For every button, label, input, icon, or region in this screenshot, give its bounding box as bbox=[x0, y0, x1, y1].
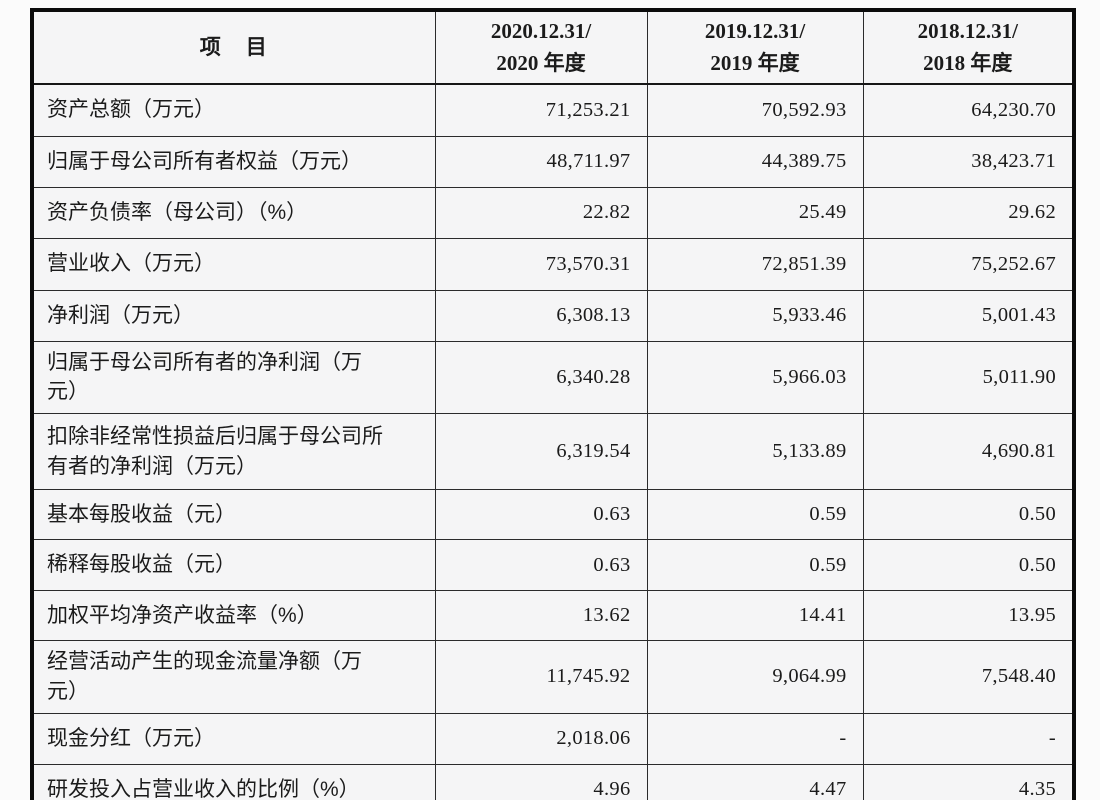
row-label: 研发投入占营业收入的比例（%） bbox=[31, 763, 436, 800]
table-row-rd-ratio: 研发投入占营业收入的比例（%） 4.96 4.47 4.35 bbox=[31, 763, 1075, 800]
value-2019: 5,933.46 bbox=[646, 289, 864, 342]
value-2020: 2,018.06 bbox=[434, 712, 648, 765]
header-period-2020-year: 2020 年度 bbox=[496, 50, 586, 75]
row-label: 经营活动产生的现金流量净额（万元） bbox=[31, 640, 436, 714]
table-row-parent-net-profit: 归属于母公司所有者的净利润（万元） 6,340.28 5,966.03 5,01… bbox=[31, 340, 1075, 415]
value-2018: 29.62 bbox=[862, 186, 1075, 239]
row-label: 资产负债率（母公司）（%） bbox=[31, 186, 436, 239]
table-row-revenue: 营业收入（万元） 73,570.31 72,851.39 75,252.67 bbox=[31, 237, 1075, 291]
row-label: 资产总额（万元） bbox=[31, 83, 436, 137]
header-period-2019-year: 2019 年度 bbox=[710, 50, 800, 75]
table-row-basic-eps: 基本每股收益（元） 0.63 0.59 0.50 bbox=[31, 489, 1075, 541]
value-2018: 13.95 bbox=[862, 590, 1075, 642]
header-period-2019-date: 2019.12.31/ bbox=[704, 19, 806, 43]
header-period-2018: 2018.12.31/ 2018 年度 bbox=[862, 9, 1075, 85]
header-period-2020-date: 2020.12.31/ bbox=[490, 19, 592, 43]
table-row-total-assets: 资产总额（万元） 71,253.21 70,592.93 64,230.70 bbox=[31, 83, 1075, 137]
value-2020: 6,340.28 bbox=[434, 340, 648, 415]
value-2018: - bbox=[862, 712, 1075, 765]
table-row-cash-dividend: 现金分红（万元） 2,018.06 - - bbox=[31, 712, 1075, 765]
header-period-2020: 2020.12.31/ 2020 年度 bbox=[434, 9, 648, 85]
value-2019: 44,389.75 bbox=[646, 135, 864, 188]
value-2020: 11,745.92 bbox=[434, 640, 648, 714]
header-period-2018-year: 2018 年度 bbox=[923, 50, 1013, 75]
value-2018: 5,001.43 bbox=[862, 289, 1075, 342]
value-2020: 22.82 bbox=[434, 186, 648, 239]
value-2018: 38,423.71 bbox=[862, 135, 1075, 188]
value-2018: 4.35 bbox=[862, 763, 1075, 800]
row-label: 扣除非经常性损益后归属于母公司所有者的净利润（万元） bbox=[31, 413, 436, 491]
value-2019: 5,966.03 bbox=[646, 340, 864, 415]
row-label: 现金分红（万元） bbox=[31, 712, 436, 765]
value-2018: 64,230.70 bbox=[862, 83, 1075, 137]
table-row-operating-cashflow: 经营活动产生的现金流量净额（万元） 11,745.92 9,064.99 7,5… bbox=[31, 640, 1075, 714]
financial-summary-table: 项 目 2020.12.31/ 2020 年度 2019.12.31/ 2019… bbox=[30, 8, 1076, 800]
value-2019: 0.59 bbox=[646, 489, 864, 541]
value-2018: 4,690.81 bbox=[862, 413, 1075, 491]
row-label: 营业收入（万元） bbox=[31, 237, 436, 291]
value-2019: 4.47 bbox=[646, 763, 864, 800]
value-2019: 5,133.89 bbox=[646, 413, 864, 491]
value-2019: 14.41 bbox=[646, 590, 864, 642]
row-label: 净利润（万元） bbox=[31, 289, 436, 342]
value-2020: 13.62 bbox=[434, 590, 648, 642]
value-2018: 0.50 bbox=[862, 489, 1075, 541]
table-row-deducted-net-profit: 扣除非经常性损益后归属于母公司所有者的净利润（万元） 6,319.54 5,13… bbox=[31, 413, 1075, 491]
value-2020: 73,570.31 bbox=[434, 237, 648, 291]
row-label: 归属于母公司所有者的净利润（万元） bbox=[31, 340, 436, 415]
value-2018: 0.50 bbox=[862, 539, 1075, 592]
row-label: 稀释每股收益（元） bbox=[31, 539, 436, 592]
header-period-2019: 2019.12.31/ 2019 年度 bbox=[646, 9, 864, 85]
value-2020: 6,319.54 bbox=[434, 413, 648, 491]
value-2019: 70,592.93 bbox=[646, 83, 864, 137]
value-2020: 48,711.97 bbox=[434, 135, 648, 188]
value-2019: 25.49 bbox=[646, 186, 864, 239]
value-2019: 9,064.99 bbox=[646, 640, 864, 714]
value-2019: - bbox=[646, 712, 864, 765]
value-2018: 75,252.67 bbox=[862, 237, 1075, 291]
row-label: 加权平均净资产收益率（%） bbox=[31, 590, 436, 642]
table-row-weighted-roe: 加权平均净资产收益率（%） 13.62 14.41 13.95 bbox=[31, 590, 1075, 642]
row-label: 归属于母公司所有者权益（万元） bbox=[31, 135, 436, 188]
row-label: 基本每股收益（元） bbox=[31, 489, 436, 541]
table-row-diluted-eps: 稀释每股收益（元） 0.63 0.59 0.50 bbox=[31, 539, 1075, 592]
value-2020: 0.63 bbox=[434, 539, 648, 592]
table-row-debt-ratio: 资产负债率（母公司）（%） 22.82 25.49 29.62 bbox=[31, 186, 1075, 239]
value-2019: 0.59 bbox=[646, 539, 864, 592]
header-item-label: 项 目 bbox=[31, 9, 436, 85]
value-2020: 0.63 bbox=[434, 489, 648, 541]
table-row-net-profit: 净利润（万元） 6,308.13 5,933.46 5,001.43 bbox=[31, 289, 1075, 342]
value-2020: 6,308.13 bbox=[434, 289, 648, 342]
value-2018: 7,548.40 bbox=[862, 640, 1075, 714]
value-2020: 4.96 bbox=[434, 763, 648, 800]
table-header-row: 项 目 2020.12.31/ 2020 年度 2019.12.31/ 2019… bbox=[31, 9, 1075, 85]
table-row-parent-equity: 归属于母公司所有者权益（万元） 48,711.97 44,389.75 38,4… bbox=[31, 135, 1075, 188]
value-2018: 5,011.90 bbox=[862, 340, 1075, 415]
header-period-2018-date: 2018.12.31/ bbox=[917, 19, 1018, 43]
value-2020: 71,253.21 bbox=[434, 83, 648, 137]
value-2019: 72,851.39 bbox=[646, 237, 864, 291]
